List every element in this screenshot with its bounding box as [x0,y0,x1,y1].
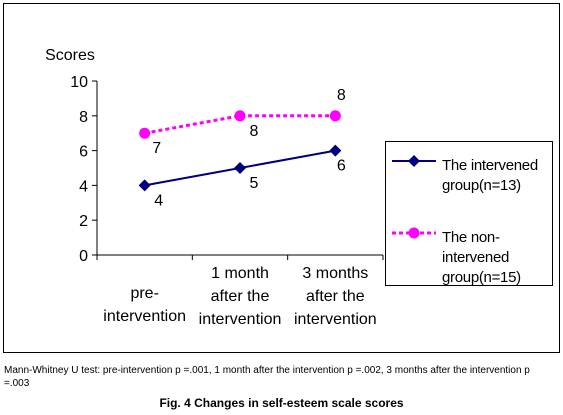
data-point-non-intervened [139,127,151,139]
data-point-intervened [329,144,342,157]
x-tick-label: 3 months after the intervention [294,265,377,328]
y-tick-label: 2 [79,213,88,230]
data-point-intervened [234,162,246,174]
x-tick-label: pre-intervention [103,285,186,325]
data-label-non-intervened: 7 [152,140,161,157]
data-label-intervened: 6 [337,158,346,175]
y-tick-label: 0 [79,248,88,265]
data-label-non-intervened: 8 [250,123,259,140]
data-label-non-intervened: 8 [337,87,346,104]
y-tick-label: 4 [79,178,88,195]
legend-swatch-intervened [392,155,436,167]
data-label-intervened: 5 [250,175,259,192]
legend: The intervened group(n=13) The non- inte… [385,141,553,286]
y-axis-title: Scores [45,47,95,64]
y-tick-label: 8 [79,109,88,126]
data-point-non-intervened [234,110,246,122]
data-point-non-intervened [329,110,341,122]
line-chart: 0 2 4 6 8 10 Scores pre-intervention 1 month afte… [45,47,384,328]
y-tick-label: 10 [70,74,88,91]
data-label-intervened: 4 [154,192,163,209]
y-tick-label: 6 [79,144,88,161]
x-tick-label: 1 month after the intervention [199,265,282,328]
data-point-intervened [138,179,151,192]
figure-caption: Fig. 4 Changes in self-esteem scale scor… [159,396,404,410]
legend-swatch-non-intervened [392,227,436,239]
mann-whitney-footnote: Mann-Whitney U test: pre-intervention p … [4,365,530,389]
legend-label-intervened: The intervened group(n=13) [442,157,538,194]
legend-label-non-intervened: The non- intervened group(n=15) [442,229,521,286]
